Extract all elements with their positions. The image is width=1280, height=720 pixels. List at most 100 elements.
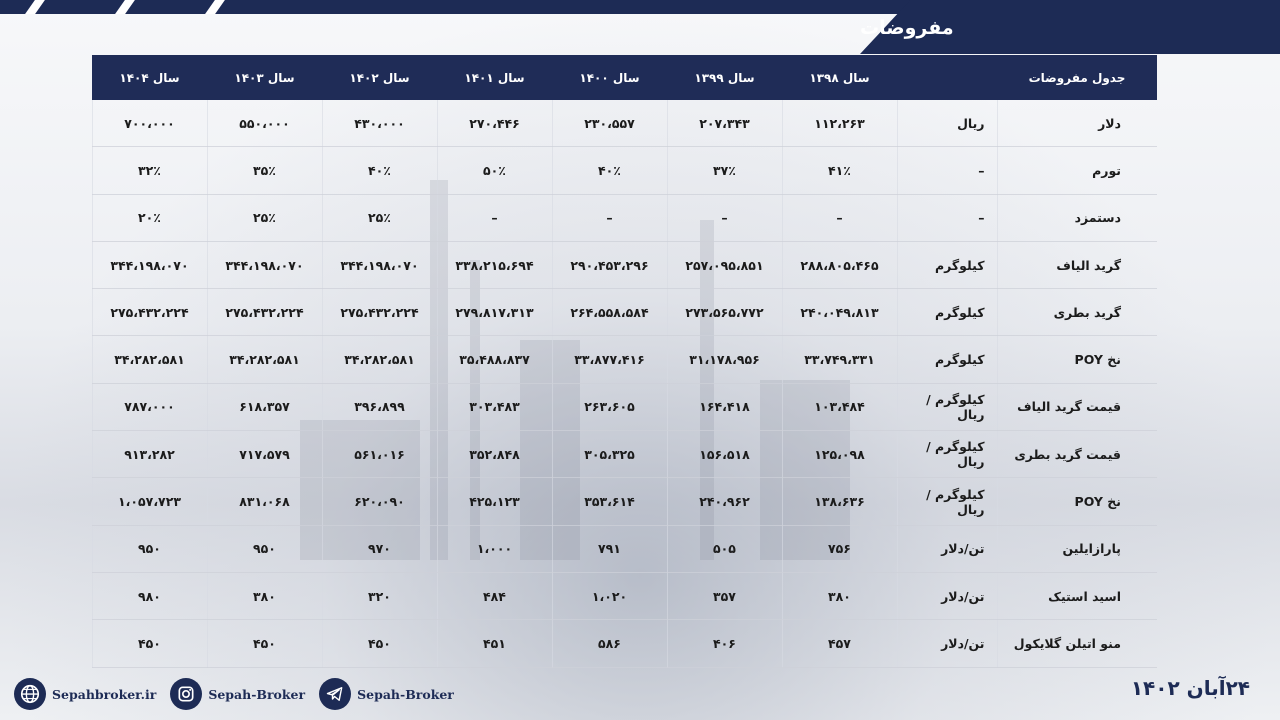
- assumptions-table: جدول مفروضات سال ۱۳۹۸ سال ۱۳۹۹ سال ۱۴۰۰ …: [91, 55, 1157, 668]
- row-unit: کیلوگرم: [896, 241, 997, 290]
- table-row: نخ POY کیلوگرم / ریال ۱۳۸،۶۳۶ ۲۴۰،۹۶۲ ۳۵…: [91, 477, 1157, 526]
- table-cell: ۳۵،۴۸۸،۸۳۷: [436, 335, 552, 384]
- table-cell: ۳۴۴،۱۹۸،۰۷۰: [321, 241, 437, 290]
- instagram-link[interactable]: Sepah-Broker: [170, 678, 305, 710]
- table-cell: ۳۵۷: [666, 572, 782, 621]
- header-stripes: [0, 0, 245, 14]
- table-header-row: جدول مفروضات سال ۱۳۹۸ سال ۱۳۹۹ سال ۱۴۰۰ …: [92, 55, 1157, 100]
- table-cell: ۷۱۷،۵۷۹: [206, 430, 322, 479]
- table-cell: ۳۲۰: [321, 572, 437, 621]
- table-cell: ۴۵۰: [91, 619, 207, 668]
- table-cell: ۹۸۰: [91, 572, 207, 621]
- table-cell: ۲۷۵،۴۳۲،۲۲۴: [206, 288, 322, 337]
- telegram-text: Sepah-Broker: [357, 686, 454, 702]
- table-cell: ۸۳۱،۰۶۸: [206, 477, 322, 526]
- table-row: دستمزد – – – – – ۲۵٪ ۲۵٪ ۲۰٪: [91, 194, 1157, 242]
- table-cell: ۴۳۰،۰۰۰: [321, 100, 437, 148]
- table-cell: ۲۵٪: [321, 194, 437, 242]
- table-cell: ۳۰۳،۴۸۳: [436, 383, 552, 432]
- row-label: نخ POY: [996, 335, 1157, 384]
- table-cell: ۳۰۵،۳۲۵: [551, 430, 667, 479]
- table-cell: ۴۰٪: [551, 146, 667, 195]
- row-label: گرید بطری: [996, 288, 1157, 337]
- table-cell: ۴۰٪: [321, 146, 437, 195]
- table-row: منو اتیلن گلایکول تن/دلار ۴۵۷ ۴۰۶ ۵۸۶ ۴۵…: [91, 619, 1157, 668]
- table-cell: ۵۵۰،۰۰۰: [206, 100, 322, 148]
- table-row: قیمت گرید الیاف کیلوگرم / ریال ۱۰۳،۴۸۴ ۱…: [91, 383, 1157, 432]
- table-cell: ۲۹۰،۴۵۳،۲۹۶: [551, 241, 667, 290]
- table-cell: ۳۱،۱۷۸،۹۵۶: [666, 335, 782, 384]
- table-cell: ۱۶۴،۴۱۸: [666, 383, 782, 432]
- table-row: گرید الیاف کیلوگرم ۲۸۸،۸۰۵،۴۶۵ ۲۵۷،۰۹۵،۸…: [91, 241, 1157, 290]
- row-unit: –: [896, 146, 997, 195]
- header-cell: سال ۱۴۰۳: [207, 55, 322, 100]
- table-cell: –: [666, 194, 782, 242]
- table-cell: ۳۳۸،۲۱۵،۶۹۴: [436, 241, 552, 290]
- row-unit: تن/دلار: [896, 619, 997, 668]
- table-cell: ۳۷٪: [666, 146, 782, 195]
- table-cell: ۵۰۵: [666, 525, 782, 573]
- table-cell: ۵۶۱،۰۱۶: [321, 430, 437, 479]
- table-cell: ۴۰۶: [666, 619, 782, 668]
- row-unit: ریال: [896, 100, 997, 148]
- table-cell: –: [781, 194, 897, 242]
- table-cell: ۲۴۰،۰۴۹،۸۱۳: [781, 288, 897, 337]
- table-cell: ۱،۰۰۰: [436, 525, 552, 573]
- table-cell: ۷۸۷،۰۰۰: [91, 383, 207, 432]
- footer-links: Sepahbroker.ir Sepah-Broker Sepah-Broker: [14, 678, 454, 710]
- website-link[interactable]: Sepahbroker.ir: [14, 678, 156, 710]
- table-cell: ۹۷۰: [321, 525, 437, 573]
- table-cell: ۲۷۳،۵۶۵،۷۷۲: [666, 288, 782, 337]
- table-cell: ۳۴،۲۸۲،۵۸۱: [206, 335, 322, 384]
- telegram-icon: [319, 678, 352, 710]
- table-cell: ۳۳،۸۷۷،۴۱۶: [551, 335, 667, 384]
- table-row: پارازایلین تن/دلار ۷۵۶ ۵۰۵ ۷۹۱ ۱،۰۰۰ ۹۷۰…: [91, 525, 1157, 573]
- table-cell: ۹۱۳،۲۸۲: [91, 430, 207, 479]
- table-cell: ۲۶۴،۵۵۸،۵۸۴: [551, 288, 667, 337]
- telegram-link[interactable]: Sepah-Broker: [319, 678, 454, 710]
- table-cell: ۹۵۰: [91, 525, 207, 573]
- page-title: مفروضات: [860, 17, 954, 39]
- header-cell: جدول مفروضات: [997, 55, 1157, 100]
- row-unit: کیلوگرم: [896, 335, 997, 384]
- header-cell: سال ۱۳۹۹: [667, 55, 782, 100]
- table-cell: ۴۵۱: [436, 619, 552, 668]
- table-cell: ۶۱۸،۳۵۷: [206, 383, 322, 432]
- table-cell: ۲۵۷،۰۹۵،۸۵۱: [666, 241, 782, 290]
- table-cell: –: [551, 194, 667, 242]
- table-cell: ۳۴۴،۱۹۸،۰۷۰: [206, 241, 322, 290]
- row-unit: تن/دلار: [896, 572, 997, 621]
- table-cell: ۲۳۰،۵۵۷: [551, 100, 667, 148]
- table-cell: ۲۷۵،۴۳۲،۲۲۴: [321, 288, 437, 337]
- table-cell: ۹۵۰: [206, 525, 322, 573]
- table-cell: ۴۵۷: [781, 619, 897, 668]
- header-cell: سال ۱۴۰۴: [92, 55, 207, 100]
- header-cell: سال ۱۴۰۱: [437, 55, 552, 100]
- table-row: قیمت گرید بطری کیلوگرم / ریال ۱۲۵،۰۹۸ ۱۵…: [91, 430, 1157, 479]
- table-cell: ۵۰٪: [436, 146, 552, 195]
- table-cell: ۱۳۸،۶۳۶: [781, 477, 897, 526]
- table-cell: ۳۲٪: [91, 146, 207, 195]
- table-cell: ۲۶۳،۶۰۵: [551, 383, 667, 432]
- table-cell: ۲۸۸،۸۰۵،۴۶۵: [781, 241, 897, 290]
- table-cell: ۳۸۰: [781, 572, 897, 621]
- table-cell: ۱۵۶،۵۱۸: [666, 430, 782, 479]
- table-row: اسید استیک تن/دلار ۳۸۰ ۳۵۷ ۱،۰۲۰ ۴۸۴ ۳۲۰…: [91, 572, 1157, 621]
- table-cell: ۲۷۰،۴۴۶: [436, 100, 552, 148]
- row-unit: کیلوگرم / ریال: [896, 430, 997, 479]
- table-cell: –: [436, 194, 552, 242]
- table-cell: ۲۰۷،۳۴۳: [666, 100, 782, 148]
- table-cell: ۳۵٪: [206, 146, 322, 195]
- table-cell: ۱۲۵،۰۹۸: [781, 430, 897, 479]
- row-label: نخ POY: [996, 477, 1157, 526]
- table-cell: ۳۴۴،۱۹۸،۰۷۰: [91, 241, 207, 290]
- row-label: قیمت گرید بطری: [996, 430, 1157, 479]
- instagram-icon: [170, 678, 203, 710]
- table-cell: ۳۹۶،۸۹۹: [321, 383, 437, 432]
- row-label: قیمت گرید الیاف: [996, 383, 1157, 432]
- table-cell: ۷۹۱: [551, 525, 667, 573]
- row-label: پارازایلین: [996, 525, 1157, 573]
- date-label: ۲۴آبان ۱۴۰۲: [1130, 676, 1250, 700]
- table-cell: ۱،۰۲۰: [551, 572, 667, 621]
- table-cell: ۳۴،۲۸۲،۵۸۱: [91, 335, 207, 384]
